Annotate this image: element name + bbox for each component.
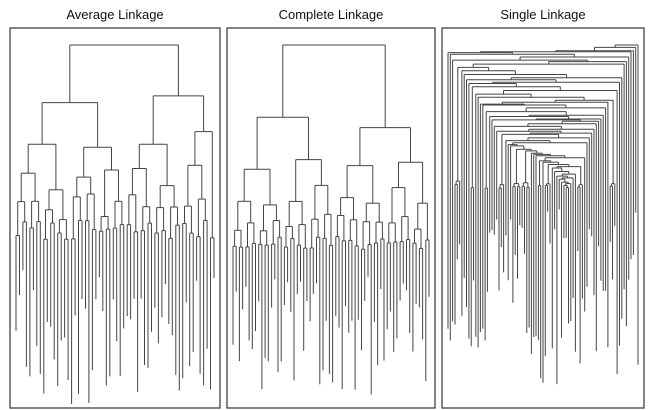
- panel-frame-single: [441, 27, 645, 409]
- panel-frame-complete: [226, 27, 436, 409]
- panel-title-complete: Complete Linkage: [278, 7, 384, 22]
- dendrogram-single: [447, 44, 639, 385]
- dendrogram-average: [15, 44, 215, 404]
- dendrogram-complete: [232, 44, 430, 395]
- panel-frame-average: [9, 27, 221, 409]
- panel-title-average: Average Linkage: [66, 7, 164, 22]
- panel-title-single: Single Linkage: [500, 7, 586, 22]
